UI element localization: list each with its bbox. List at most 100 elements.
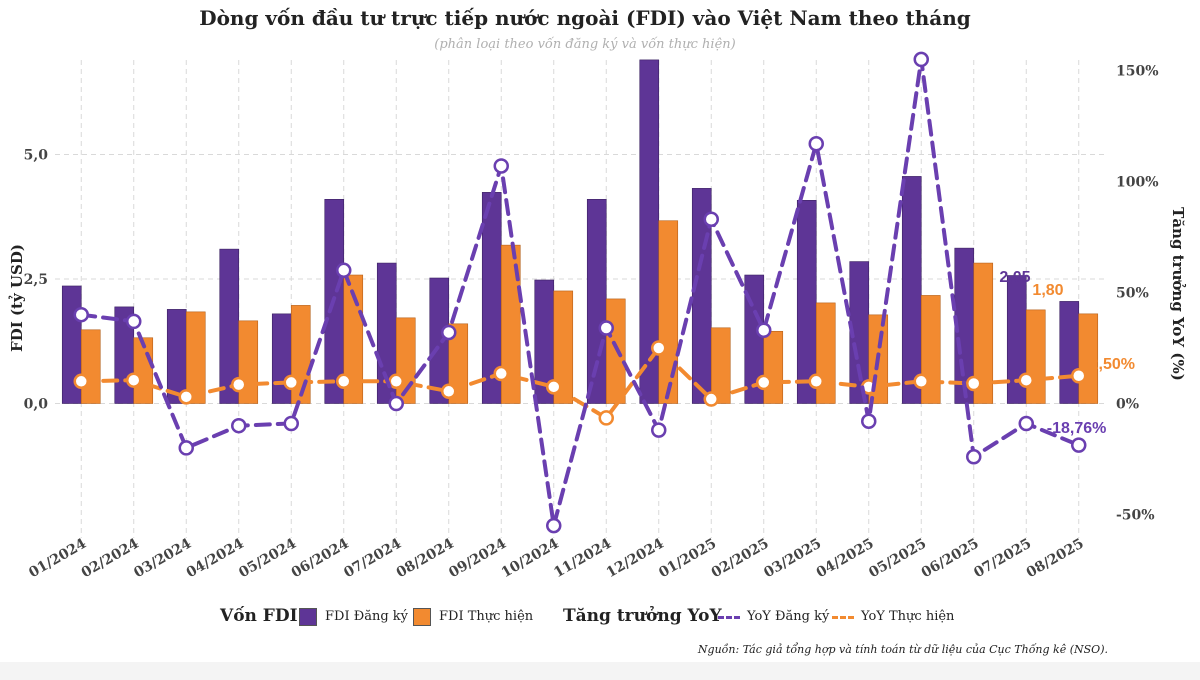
chart-title: Dòng vốn đầu tư trực tiếp nước ngoài (FD… bbox=[199, 6, 971, 30]
label-last-fdi-reg: 2,05 bbox=[999, 269, 1030, 286]
bar-fdi-impl-07/2025 bbox=[1025, 309, 1046, 404]
point-yoy-impl-11/2024 bbox=[598, 410, 614, 426]
point-yoy-reg-06/2025 bbox=[966, 449, 982, 465]
point-yoy-reg-04/2025 bbox=[861, 413, 877, 430]
y2-tick-label: -50% bbox=[1116, 508, 1155, 524]
point-yoy-reg-09/2024 bbox=[493, 158, 509, 174]
point-yoy-impl-10/2024 bbox=[546, 379, 562, 395]
point-yoy-reg-07/2025 bbox=[1018, 415, 1034, 432]
legend: Vốn FDI FDI Đăng ký FDI Thực hiện Tăng t… bbox=[0, 604, 1200, 630]
point-yoy-impl-03/2024 bbox=[178, 389, 194, 405]
legend-line-yoy-reg bbox=[718, 616, 740, 619]
bar-fdi-impl-11/2024 bbox=[605, 298, 626, 404]
legend-label-fdi-impl: FDI Thực hiện bbox=[439, 609, 534, 624]
point-yoy-reg-02/2024 bbox=[126, 313, 142, 330]
x-tick-label: 06/2024 bbox=[289, 535, 352, 581]
x-tick-label: 07/2024 bbox=[341, 535, 404, 581]
point-yoy-reg-11/2024 bbox=[598, 320, 614, 336]
x-tick-label: 05/2024 bbox=[236, 535, 299, 581]
point-yoy-reg-05/2024 bbox=[283, 415, 299, 432]
legend-group-title-fdi: Vốn FDI bbox=[220, 606, 298, 626]
point-yoy-reg-05/2025 bbox=[913, 51, 929, 68]
point-yoy-impl-06/2025 bbox=[966, 375, 982, 392]
x-tick-label: 08/2024 bbox=[394, 535, 457, 581]
bar-fdi-impl-03/2024 bbox=[185, 311, 206, 404]
label-last-yoy-reg: -18,76% bbox=[1047, 420, 1107, 437]
point-yoy-reg-07/2024 bbox=[388, 395, 404, 412]
bar-fdi-reg-03/2025 bbox=[796, 200, 817, 404]
bar-fdi-reg-05/2024 bbox=[271, 313, 292, 404]
x-tick-label: 11/2024 bbox=[551, 535, 614, 581]
point-yoy-reg-04/2024 bbox=[231, 417, 247, 434]
point-yoy-impl-04/2024 bbox=[231, 376, 247, 393]
bar-fdi-impl-02/2025 bbox=[763, 330, 784, 404]
legend-label-fdi-reg: FDI Đăng ký bbox=[325, 609, 409, 624]
point-yoy-reg-01/2025 bbox=[703, 211, 719, 227]
bar-fdi-impl-12/2024 bbox=[658, 220, 679, 404]
point-yoy-reg-03/2024 bbox=[178, 440, 194, 456]
point-yoy-reg-03/2025 bbox=[808, 136, 824, 152]
point-yoy-impl-08/2025 bbox=[1071, 368, 1087, 384]
x-tick-label: 12/2024 bbox=[604, 535, 667, 581]
bar-fdi-impl-01/2024 bbox=[80, 329, 101, 404]
y-tick-label: 5,0 bbox=[24, 148, 49, 164]
point-yoy-reg-08/2025 bbox=[1071, 437, 1087, 453]
source-note: Nguồn: Tác giả tổng hợp và tính toán từ … bbox=[697, 643, 1108, 656]
point-yoy-impl-07/2025 bbox=[1018, 372, 1034, 388]
y-axis-label: FDI (tỷ USD) bbox=[8, 244, 26, 352]
point-yoy-impl-05/2025 bbox=[913, 373, 929, 390]
annotation-layer: 2,051,80 12,50% -18,76% bbox=[999, 269, 1135, 437]
x-tick-label: 01/2024 bbox=[26, 535, 89, 581]
point-yoy-impl-02/2025 bbox=[756, 374, 772, 391]
x-tick-label: 04/2024 bbox=[184, 535, 247, 581]
point-yoy-reg-08/2024 bbox=[441, 324, 457, 341]
point-yoy-reg-06/2024 bbox=[336, 262, 352, 279]
x-tick-label: 07/2025 bbox=[971, 536, 1034, 582]
x-tick-label: 02/2024 bbox=[79, 535, 142, 581]
point-yoy-impl-02/2024 bbox=[126, 372, 142, 388]
point-yoy-reg-02/2025 bbox=[756, 322, 772, 338]
y-tick-label: 2,5 bbox=[24, 272, 48, 288]
legend-swatch-fdi-reg bbox=[299, 608, 317, 626]
point-yoy-impl-09/2024 bbox=[493, 365, 509, 382]
point-yoy-impl-12/2024 bbox=[651, 340, 667, 356]
bottom-strip bbox=[0, 662, 1200, 680]
x-tick-label: 04/2025 bbox=[814, 536, 877, 582]
x-tick-label: 06/2025 bbox=[919, 536, 982, 582]
x-tick-label: 03/2024 bbox=[131, 535, 194, 581]
point-yoy-impl-03/2025 bbox=[808, 373, 824, 390]
line-yoy-reg bbox=[79, 59, 1081, 527]
point-yoy-impl-01/2025 bbox=[703, 391, 719, 407]
point-yoy-reg-10/2024 bbox=[546, 517, 562, 534]
legend-line-yoy-impl bbox=[832, 616, 854, 619]
x-tick-label: 03/2025 bbox=[761, 536, 824, 582]
x-tick-label: 10/2024 bbox=[499, 535, 562, 581]
y2-axis-label: Tăng trưởng YoY (%) bbox=[1169, 207, 1187, 381]
point-yoy-impl-08/2024 bbox=[441, 383, 457, 400]
bar-fdi-reg-11/2024 bbox=[586, 199, 607, 404]
bar-fdi-reg-03/2024 bbox=[166, 309, 187, 404]
point-yoy-impl-06/2024 bbox=[336, 373, 352, 390]
legend-group-title-yoy: Tăng trưởng YoY bbox=[563, 606, 722, 626]
y2-tick-label: 50% bbox=[1116, 286, 1149, 302]
bar-fdi-impl-08/2024 bbox=[448, 323, 469, 404]
y2-tick-label: 150% bbox=[1116, 64, 1159, 80]
y2-tick-label: 0% bbox=[1116, 397, 1139, 413]
y2-tick-label: 100% bbox=[1116, 175, 1159, 191]
legend-label-yoy-reg: YoY Đăng ký bbox=[747, 609, 830, 624]
point-yoy-reg-01/2024 bbox=[73, 306, 89, 323]
bar-fdi-impl-09/2024 bbox=[500, 244, 521, 404]
point-yoy-impl-07/2024 bbox=[388, 373, 404, 390]
line-layer bbox=[73, 51, 1087, 534]
legend-swatch-fdi-impl bbox=[413, 608, 431, 626]
bar-fdi-impl-06/2025 bbox=[973, 262, 994, 404]
bar-fdi-impl-06/2024 bbox=[343, 274, 364, 404]
label-last-fdi-impl: 1,80 bbox=[1032, 282, 1063, 299]
grid-layer bbox=[55, 60, 1105, 538]
x-tick-label: 01/2025 bbox=[656, 536, 719, 582]
bar-fdi-reg-08/2025 bbox=[1059, 301, 1080, 404]
x-tick-label: 02/2025 bbox=[709, 536, 772, 582]
line-yoy-impl bbox=[79, 344, 1081, 421]
chart-subtitle: (phân loại theo vốn đăng ký và vốn thực … bbox=[434, 37, 736, 52]
bar-fdi-impl-10/2024 bbox=[553, 290, 574, 404]
